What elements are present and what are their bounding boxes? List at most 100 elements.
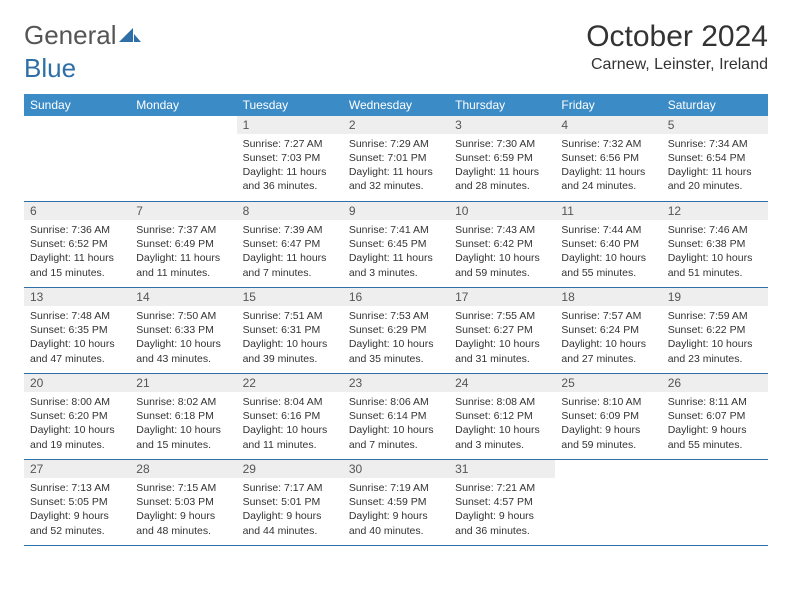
day-header: Thursday	[449, 94, 555, 116]
day-content: Sunrise: 8:11 AMSunset: 6:07 PMDaylight:…	[662, 392, 768, 456]
daylight-text: Daylight: 9 hours and 40 minutes.	[349, 509, 443, 537]
sunrise-text: Sunrise: 7:17 AM	[243, 481, 337, 495]
sunset-text: Sunset: 6:49 PM	[136, 237, 230, 251]
calendar-cell: 25Sunrise: 8:10 AMSunset: 6:09 PMDayligh…	[555, 374, 661, 460]
sunset-text: Sunset: 6:42 PM	[455, 237, 549, 251]
calendar-cell: 23Sunrise: 8:06 AMSunset: 6:14 PMDayligh…	[343, 374, 449, 460]
daylight-text: Daylight: 10 hours and 59 minutes.	[455, 251, 549, 279]
day-content: Sunrise: 7:39 AMSunset: 6:47 PMDaylight:…	[237, 220, 343, 284]
sunset-text: Sunset: 6:31 PM	[243, 323, 337, 337]
sunrise-text: Sunrise: 8:08 AM	[455, 395, 549, 409]
calendar-cell: 8Sunrise: 7:39 AMSunset: 6:47 PMDaylight…	[237, 202, 343, 288]
sunset-text: Sunset: 6:07 PM	[668, 409, 762, 423]
day-number: 12	[662, 202, 768, 220]
logo-word1: General	[24, 20, 117, 50]
daylight-text: Daylight: 10 hours and 39 minutes.	[243, 337, 337, 365]
sunrise-text: Sunrise: 7:59 AM	[668, 309, 762, 323]
daylight-text: Daylight: 11 hours and 20 minutes.	[668, 165, 762, 193]
day-content: Sunrise: 7:32 AMSunset: 6:56 PMDaylight:…	[555, 134, 661, 198]
day-content: Sunrise: 8:10 AMSunset: 6:09 PMDaylight:…	[555, 392, 661, 456]
day-number: 21	[130, 374, 236, 392]
daylight-text: Daylight: 10 hours and 55 minutes.	[561, 251, 655, 279]
sunset-text: Sunset: 6:54 PM	[668, 151, 762, 165]
daylight-text: Daylight: 10 hours and 23 minutes.	[668, 337, 762, 365]
header: General Blue October 2024 Carnew, Leinst…	[24, 20, 768, 84]
day-header: Tuesday	[237, 94, 343, 116]
day-content: Sunrise: 7:34 AMSunset: 6:54 PMDaylight:…	[662, 134, 768, 198]
day-number: 2	[343, 116, 449, 134]
sunrise-text: Sunrise: 7:29 AM	[349, 137, 443, 151]
logo: General Blue	[24, 20, 141, 84]
logo-sail-icon	[119, 22, 141, 53]
sunset-text: Sunset: 5:01 PM	[243, 495, 337, 509]
sunset-text: Sunset: 6:24 PM	[561, 323, 655, 337]
calendar-cell: 5Sunrise: 7:34 AMSunset: 6:54 PMDaylight…	[662, 116, 768, 202]
calendar-cell: 14Sunrise: 7:50 AMSunset: 6:33 PMDayligh…	[130, 288, 236, 374]
sunset-text: Sunset: 7:01 PM	[349, 151, 443, 165]
day-content: Sunrise: 7:37 AMSunset: 6:49 PMDaylight:…	[130, 220, 236, 284]
daylight-text: Daylight: 11 hours and 15 minutes.	[30, 251, 124, 279]
day-number: 8	[237, 202, 343, 220]
day-number: 28	[130, 460, 236, 478]
calendar-cell: 3Sunrise: 7:30 AMSunset: 6:59 PMDaylight…	[449, 116, 555, 202]
daylight-text: Daylight: 11 hours and 24 minutes.	[561, 165, 655, 193]
sunrise-text: Sunrise: 8:11 AM	[668, 395, 762, 409]
sunrise-text: Sunrise: 7:55 AM	[455, 309, 549, 323]
day-number: 11	[555, 202, 661, 220]
daylight-text: Daylight: 10 hours and 47 minutes.	[30, 337, 124, 365]
sunset-text: Sunset: 7:03 PM	[243, 151, 337, 165]
sunrise-text: Sunrise: 8:10 AM	[561, 395, 655, 409]
sunset-text: Sunset: 5:05 PM	[30, 495, 124, 509]
day-number: 3	[449, 116, 555, 134]
sunset-text: Sunset: 6:47 PM	[243, 237, 337, 251]
calendar-cell	[662, 460, 768, 546]
day-header: Friday	[555, 94, 661, 116]
day-number: 25	[555, 374, 661, 392]
day-content: Sunrise: 8:00 AMSunset: 6:20 PMDaylight:…	[24, 392, 130, 456]
calendar-cell: 1Sunrise: 7:27 AMSunset: 7:03 PMDaylight…	[237, 116, 343, 202]
daylight-text: Daylight: 10 hours and 15 minutes.	[136, 423, 230, 451]
sunrise-text: Sunrise: 7:32 AM	[561, 137, 655, 151]
logo-text: General Blue	[24, 20, 141, 84]
calendar-cell: 13Sunrise: 7:48 AMSunset: 6:35 PMDayligh…	[24, 288, 130, 374]
day-header: Saturday	[662, 94, 768, 116]
calendar-cell: 4Sunrise: 7:32 AMSunset: 6:56 PMDaylight…	[555, 116, 661, 202]
daylight-text: Daylight: 10 hours and 35 minutes.	[349, 337, 443, 365]
sunrise-text: Sunrise: 7:21 AM	[455, 481, 549, 495]
title-block: October 2024 Carnew, Leinster, Ireland	[586, 20, 768, 74]
day-content: Sunrise: 8:02 AMSunset: 6:18 PMDaylight:…	[130, 392, 236, 456]
sunrise-text: Sunrise: 8:06 AM	[349, 395, 443, 409]
calendar-week: 13Sunrise: 7:48 AMSunset: 6:35 PMDayligh…	[24, 288, 768, 374]
sunrise-text: Sunrise: 7:19 AM	[349, 481, 443, 495]
day-header: Wednesday	[343, 94, 449, 116]
day-number: 13	[24, 288, 130, 306]
day-number: 20	[24, 374, 130, 392]
sunrise-text: Sunrise: 7:34 AM	[668, 137, 762, 151]
day-content: Sunrise: 7:59 AMSunset: 6:22 PMDaylight:…	[662, 306, 768, 370]
day-content: Sunrise: 7:36 AMSunset: 6:52 PMDaylight:…	[24, 220, 130, 284]
calendar-cell: 28Sunrise: 7:15 AMSunset: 5:03 PMDayligh…	[130, 460, 236, 546]
day-number: 17	[449, 288, 555, 306]
day-content: Sunrise: 7:19 AMSunset: 4:59 PMDaylight:…	[343, 478, 449, 542]
calendar-table: SundayMondayTuesdayWednesdayThursdayFrid…	[24, 94, 768, 547]
day-number: 9	[343, 202, 449, 220]
calendar-cell: 29Sunrise: 7:17 AMSunset: 5:01 PMDayligh…	[237, 460, 343, 546]
day-content: Sunrise: 7:41 AMSunset: 6:45 PMDaylight:…	[343, 220, 449, 284]
day-content: Sunrise: 7:57 AMSunset: 6:24 PMDaylight:…	[555, 306, 661, 370]
calendar-cell: 17Sunrise: 7:55 AMSunset: 6:27 PMDayligh…	[449, 288, 555, 374]
sunrise-text: Sunrise: 7:13 AM	[30, 481, 124, 495]
calendar-body: 1Sunrise: 7:27 AMSunset: 7:03 PMDaylight…	[24, 116, 768, 546]
daylight-text: Daylight: 10 hours and 43 minutes.	[136, 337, 230, 365]
calendar-cell: 7Sunrise: 7:37 AMSunset: 6:49 PMDaylight…	[130, 202, 236, 288]
day-number: 4	[555, 116, 661, 134]
calendar-cell: 6Sunrise: 7:36 AMSunset: 6:52 PMDaylight…	[24, 202, 130, 288]
calendar-cell: 21Sunrise: 8:02 AMSunset: 6:18 PMDayligh…	[130, 374, 236, 460]
calendar-cell: 16Sunrise: 7:53 AMSunset: 6:29 PMDayligh…	[343, 288, 449, 374]
calendar-week: 1Sunrise: 7:27 AMSunset: 7:03 PMDaylight…	[24, 116, 768, 202]
daylight-text: Daylight: 9 hours and 36 minutes.	[455, 509, 549, 537]
day-number: 23	[343, 374, 449, 392]
sunset-text: Sunset: 6:14 PM	[349, 409, 443, 423]
sunrise-text: Sunrise: 7:44 AM	[561, 223, 655, 237]
daylight-text: Daylight: 11 hours and 7 minutes.	[243, 251, 337, 279]
sunset-text: Sunset: 4:59 PM	[349, 495, 443, 509]
